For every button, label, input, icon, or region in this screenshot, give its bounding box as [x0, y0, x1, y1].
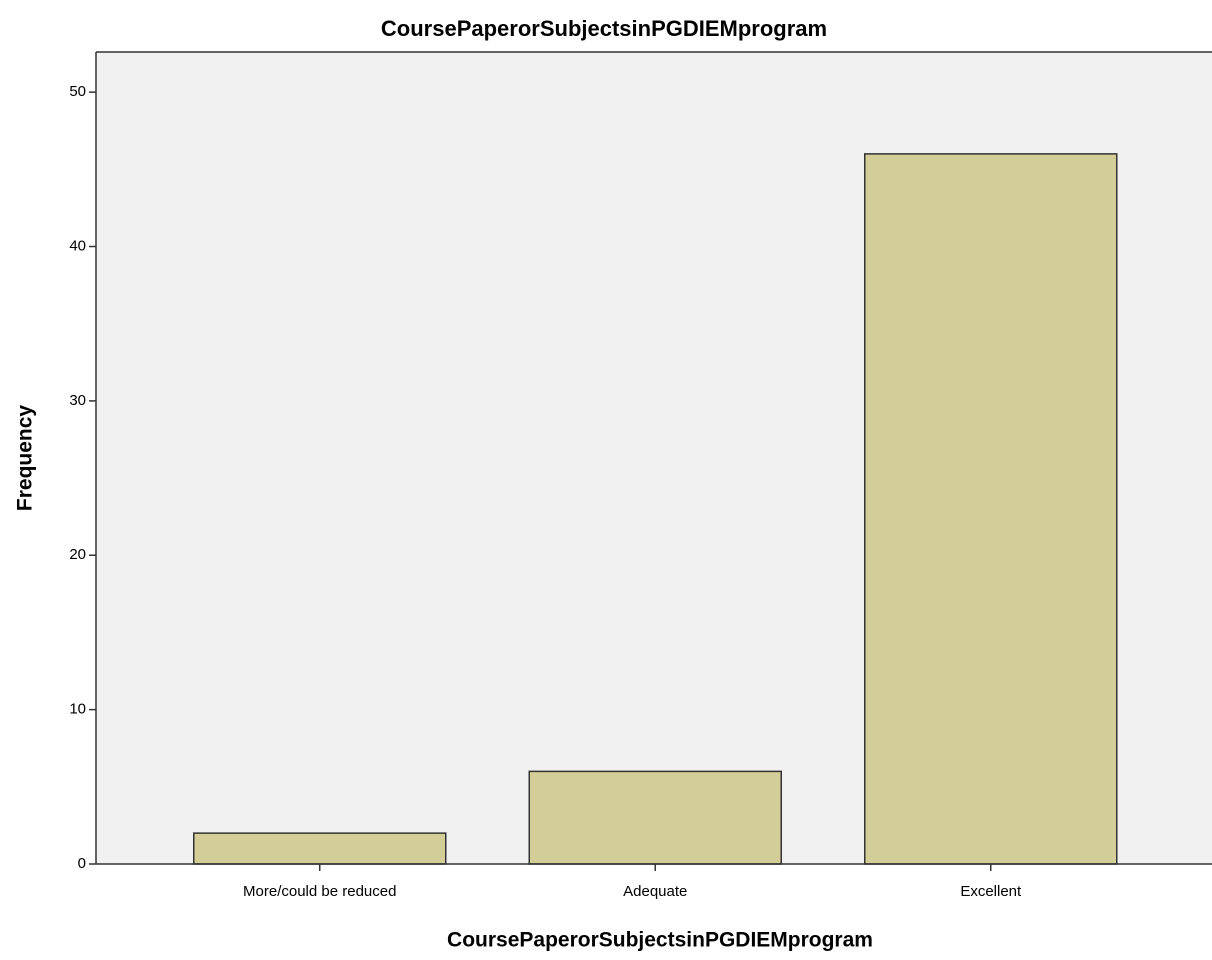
bar: [528, 770, 782, 865]
y-tick-label: 10: [69, 701, 86, 718]
y-tick-label: 50: [69, 83, 86, 100]
y-axis-title: Frequency: [14, 405, 37, 512]
y-tick-label: 40: [69, 237, 86, 254]
bar: [193, 832, 447, 865]
chart-title: CoursePaperorSubjectsinPGDIEMprogram: [381, 16, 827, 41]
y-tick-label: 20: [69, 546, 86, 563]
bar: [864, 153, 1118, 865]
y-tick-label: 0: [78, 855, 86, 872]
x-tick-label: Adequate: [623, 883, 687, 900]
x-axis-title: CoursePaperorSubjectsinPGDIEMprogram: [447, 929, 873, 952]
x-tick-label: Excellent: [960, 883, 1022, 900]
y-tick-label: 30: [69, 392, 86, 409]
x-tick-label: More/could be reduced: [243, 883, 396, 900]
